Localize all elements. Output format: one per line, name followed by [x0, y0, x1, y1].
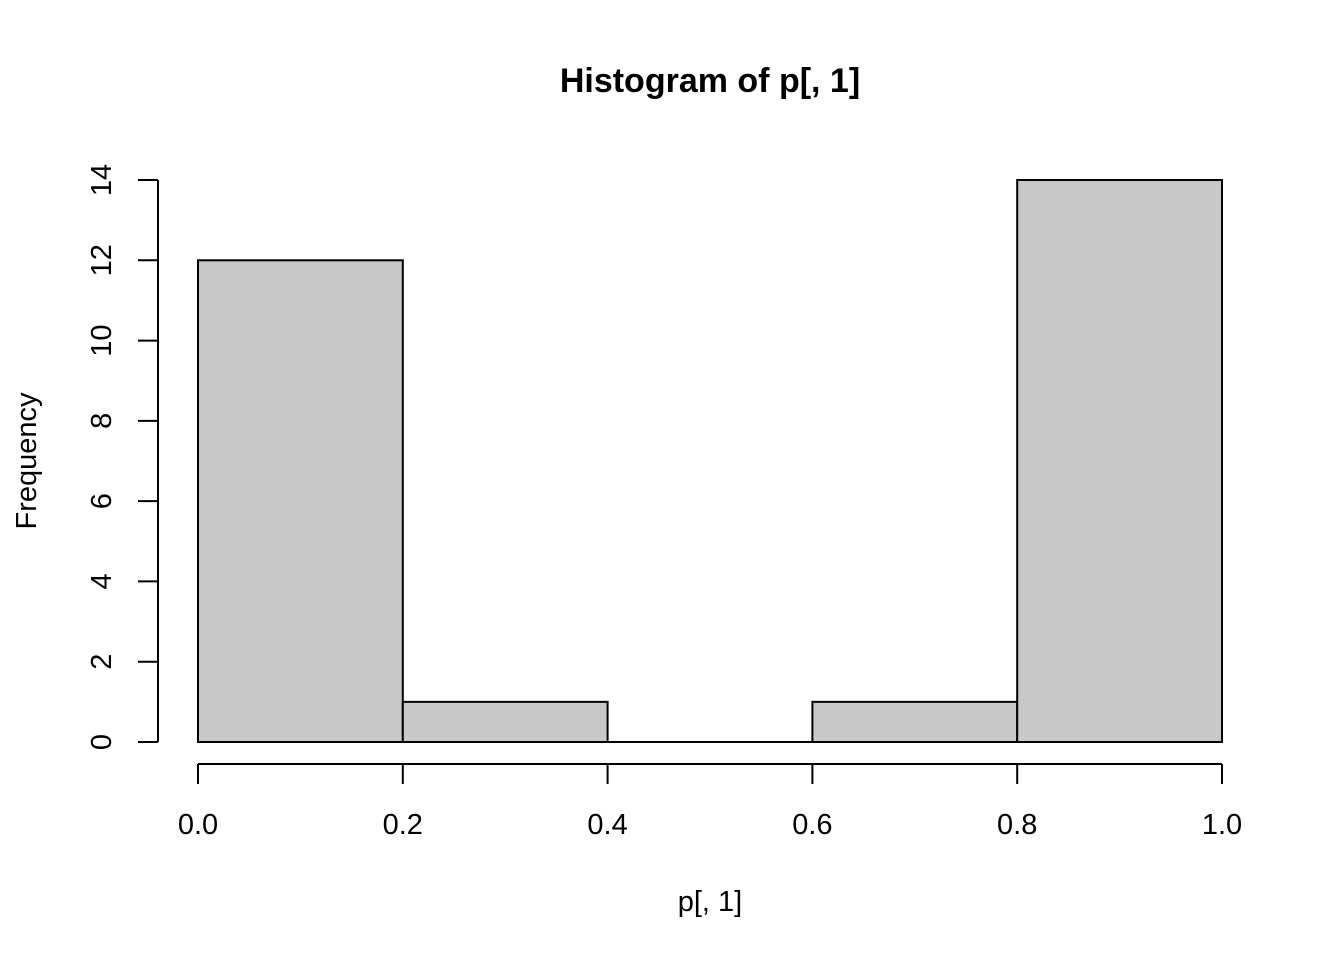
y-axis-label: Frequency	[11, 392, 43, 530]
y-tick-label: 4	[86, 573, 118, 589]
x-tick-label: 0.0	[178, 809, 218, 841]
histogram-bar	[811, 700, 1019, 743]
y-tick-label: 10	[86, 324, 118, 356]
x-tick-label: 0.4	[587, 809, 627, 841]
chart-title: Histogram of p[, 1]	[560, 62, 860, 100]
y-tick-label: 2	[86, 654, 118, 670]
x-tick-label: 1.0	[1202, 809, 1242, 841]
y-tick-label: 8	[86, 413, 118, 429]
histogram-bar	[197, 259, 404, 743]
histogram-bar	[1016, 179, 1224, 743]
histogram-bar	[401, 700, 609, 743]
y-axis: 0 2 4 6 8 10 12 14	[86, 164, 159, 750]
x-tick-label: 0.2	[383, 809, 423, 841]
x-axis: 0.0 0.2 0.4 0.6 0.8 1.0	[178, 763, 1242, 841]
bars-layer	[197, 179, 1224, 743]
x-axis-label: p[, 1]	[678, 886, 743, 918]
y-tick-label: 14	[86, 164, 118, 196]
y-tick-label: 6	[86, 493, 118, 509]
x-tick-label: 0.8	[997, 809, 1037, 841]
y-tick-label: 0	[86, 734, 118, 750]
y-tick-label: 12	[86, 244, 118, 276]
x-tick-label: 0.6	[792, 809, 832, 841]
